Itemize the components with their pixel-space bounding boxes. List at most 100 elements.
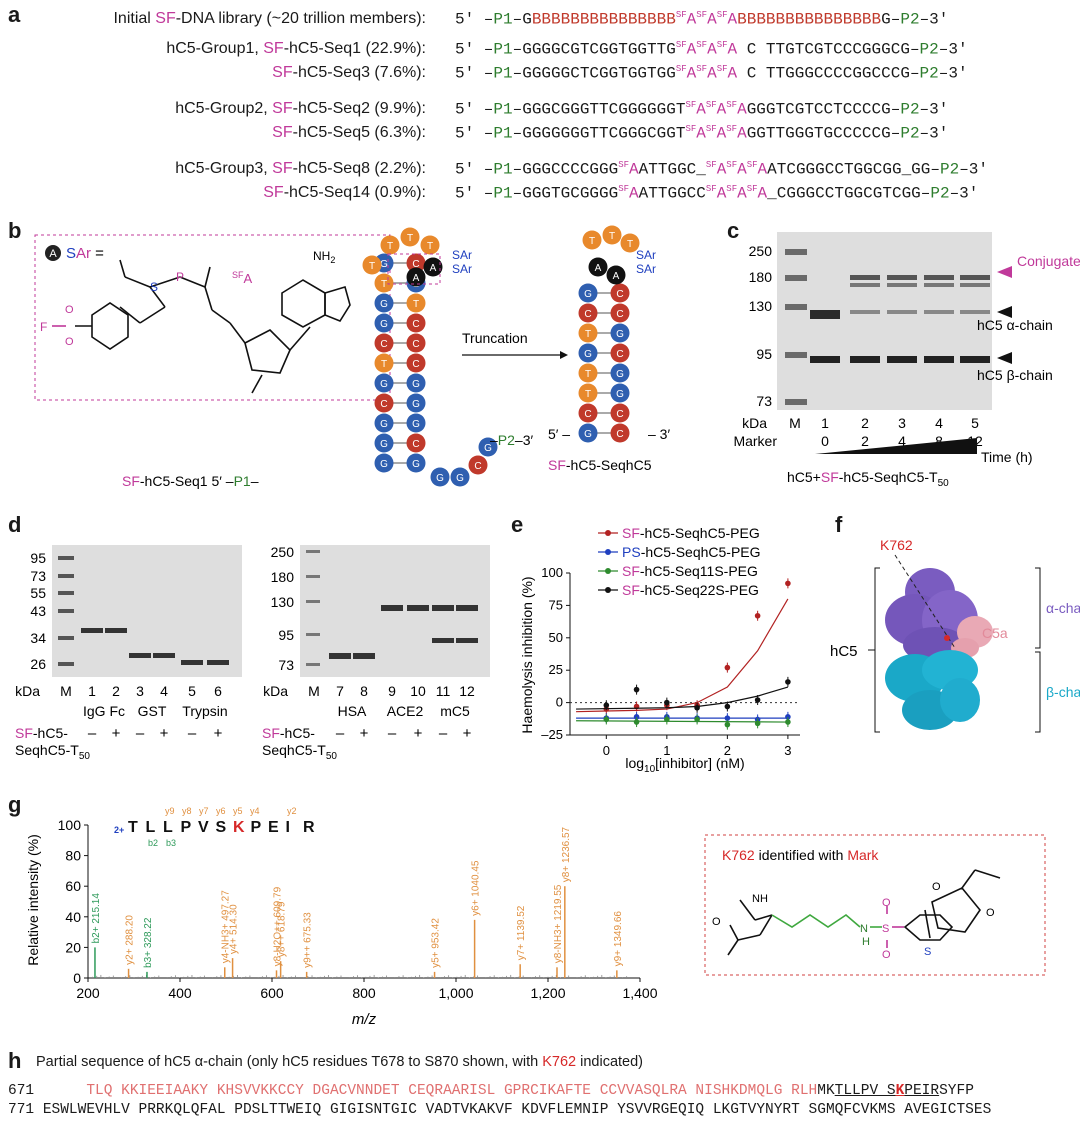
gel-d-sign-1-2: –	[388, 725, 397, 742]
e-xtick-2: 2	[724, 743, 731, 758]
seq-name-7: SF-hC5-Seq14 (0.9%):	[263, 184, 426, 201]
e-point-2-1	[633, 719, 640, 725]
seq-name-4: hC5-Group2, SF-hC5-Seq2 (9.9%):	[175, 100, 426, 117]
hc5-right-nt-6	[610, 303, 630, 323]
g-peak-label-5: y8-H2O++ 609.79	[273, 886, 284, 966]
panel-a-label: a	[8, 2, 21, 27]
seq1-right-nt-1	[406, 433, 426, 453]
g-aa-5: S	[216, 819, 227, 836]
g-xtick-3: 800	[352, 985, 376, 1001]
hc5-right-nt-3	[610, 363, 630, 383]
g-aa-6: K	[233, 819, 245, 836]
seq1-right-nt-label-0: G	[412, 459, 420, 470]
g-blab-0: b2	[148, 838, 158, 848]
seq1-bulge-nt-0	[362, 255, 382, 275]
sar-equals: SAr =	[66, 245, 104, 262]
e-legend-2: SF-hC5-Seq11S-PEG	[622, 563, 758, 579]
seq1-left-nt-label-3: C	[380, 399, 387, 410]
hc5-loop-nt-label-1: T	[609, 231, 615, 242]
hc5-right-nt-label-5: G	[616, 329, 624, 340]
seq1-right-nt-label-5: C	[412, 359, 419, 370]
time-wedge	[815, 438, 977, 454]
hc5-left-nt-4	[578, 343, 598, 363]
seq1-left-nt-4	[374, 373, 394, 393]
seq1-tail-nt-0	[430, 467, 450, 487]
svg-text:SAr: SAr	[636, 248, 656, 262]
gel-c-marker-73: 73	[756, 393, 772, 409]
gel-d-sign-0-4: –	[188, 725, 197, 742]
e-point-3-1	[633, 686, 640, 693]
seq1-tail-nt-label-2: C	[474, 461, 481, 472]
hc5-right-nt-4	[610, 343, 630, 363]
seq1-left-nt-label-9: T	[381, 279, 387, 290]
e-point-0-5	[754, 612, 761, 619]
g-xlabel: m/z	[352, 1011, 377, 1028]
hc5-left-nt-label-2: T	[585, 389, 591, 400]
seq1-left-nt-label-1: G	[380, 439, 388, 450]
gel-c-lane-3: 3	[898, 415, 906, 431]
e-point-3-0	[603, 702, 610, 708]
gel-d-group-HSA: HSA	[338, 703, 367, 719]
seq-row-2: 5′ –P1–GGGGCGTCGGTGGTTGSFASFASFA C TTGTC…	[455, 40, 968, 59]
gel-d-lane-7: 7	[336, 683, 344, 699]
g-peak-label-10: y7+ 1139.52	[516, 905, 527, 960]
gel-d-lane-5: 5	[188, 683, 196, 699]
truncation-label: Truncation	[462, 330, 528, 346]
seq-name-3: SF-hC5-Seq3 (7.6%):	[272, 64, 426, 81]
seq1-left-nt-label-4: G	[380, 379, 388, 390]
svg-text:SAr: SAr	[452, 248, 472, 262]
g-ylab-6: y2	[287, 806, 297, 816]
gel-d-lane-12: 12	[459, 683, 475, 699]
seq1-left-nt-2	[374, 413, 394, 433]
seq1-left-nt-label-5: T	[381, 359, 387, 370]
seq1-tail-nt-label-3: G	[484, 443, 492, 454]
e-point-0-4	[724, 664, 731, 671]
mark-o2: O	[882, 949, 891, 961]
hc5-left-nt-3	[578, 363, 598, 383]
seq1-left-nt-7	[374, 313, 394, 333]
gel-d-lane-1: 1	[88, 683, 96, 699]
gel-d-lane-4: 4	[160, 683, 168, 699]
hc5-loop-nt-label-2: T	[627, 239, 633, 250]
seq1-right-nt-label-6: C	[412, 339, 419, 350]
gel-d-sign-1-3: +	[414, 725, 423, 742]
e-ytick-1: 75	[549, 597, 563, 612]
panel-h-label: h	[8, 1048, 22, 1073]
sar-symbol-circle	[45, 245, 61, 261]
hc5-loop-nt-label-0: T	[589, 236, 595, 247]
g-ylab-2: y7	[199, 806, 209, 816]
e-point-2-3	[694, 716, 700, 723]
gel-d-sign-0-1: +	[112, 725, 121, 742]
gel-c-lane-1: 1	[821, 415, 829, 431]
oxygen-atom-1: O	[65, 304, 74, 316]
seq1-left-nt-9	[374, 273, 394, 293]
e-point-2-6	[785, 719, 791, 725]
e-xtick-0: 0	[603, 743, 610, 758]
hc5-right-nt-0	[610, 423, 630, 443]
seq1-tail-nt-label-1: G	[456, 473, 464, 484]
mark-nh: NH	[752, 893, 768, 905]
e-point-0-6	[785, 580, 791, 587]
seq1-right-nt-label-1: C	[412, 439, 419, 450]
gel-d-right-marker-3: 95	[278, 627, 294, 643]
e-fit-2	[576, 720, 788, 723]
gel-d-right-marker-2: 130	[271, 594, 295, 610]
panel-b-figure: A SAr = S P F O O SFA NH2 G GG CG GC GG GT CC C…	[34, 225, 670, 489]
e-point-2-2	[664, 716, 670, 723]
alpha-chain-surface	[885, 568, 978, 663]
seqhc5-five: 5′ –	[548, 426, 570, 442]
e-xtick-1: 1	[663, 743, 670, 758]
beta-chain-label: β-chain	[1046, 684, 1080, 700]
gel-c-marker-130: 130	[749, 298, 773, 314]
gel-d-left-marker-3: 43	[30, 603, 46, 619]
seq1-left-nt-8	[374, 293, 394, 313]
sar-highlight-box	[387, 253, 441, 285]
panel-c-label: c	[727, 218, 740, 243]
hc5-loop-nt-label-3: A	[613, 271, 620, 282]
gel-c-legend: hC5+SF-hC5-SeqhC5-T50	[787, 469, 949, 489]
e-point-1-6	[785, 714, 791, 720]
seq1-right-nt-10	[406, 253, 426, 273]
gel-d-agent-right: SF-hC5-	[262, 725, 315, 741]
gel-d-group-IgG Fc: IgG Fc	[83, 703, 125, 719]
